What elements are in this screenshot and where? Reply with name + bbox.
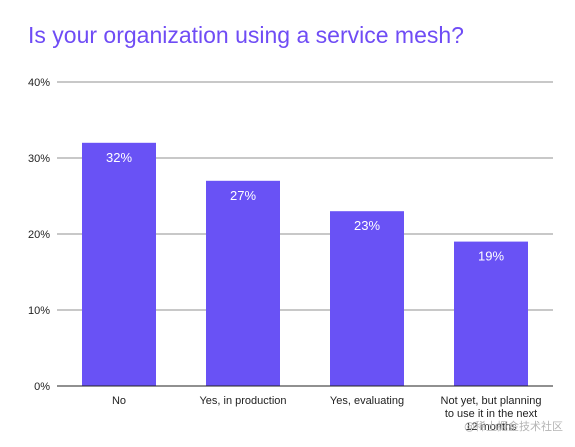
watermark: @稀土掘金技术社区 bbox=[464, 419, 563, 433]
bar bbox=[330, 211, 404, 386]
data-labels: 32% 27% 23% 19% bbox=[106, 150, 504, 264]
x-tick-label: Yes, in production bbox=[199, 395, 286, 407]
x-tick-label: to use it in the next bbox=[445, 408, 537, 420]
data-label: 19% bbox=[478, 249, 504, 264]
x-tick-label: 12 months bbox=[465, 421, 517, 433]
x-tick-label: Yes, evaluating bbox=[330, 395, 404, 407]
bars bbox=[82, 142, 528, 386]
x-axis: No Yes, in production Yes, evaluating Not y… bbox=[112, 395, 541, 433]
bar bbox=[82, 142, 156, 386]
data-label: 23% bbox=[354, 218, 380, 233]
chart-title: Is your organization using a service mes… bbox=[28, 22, 464, 48]
y-tick-label: 40% bbox=[28, 77, 50, 89]
bar bbox=[454, 241, 528, 386]
y-tick-label: 30% bbox=[28, 153, 50, 165]
x-tick-label: Not yet, but planning bbox=[441, 395, 542, 407]
data-label: 32% bbox=[106, 150, 132, 165]
data-label: 27% bbox=[230, 188, 256, 203]
y-tick-label: 0% bbox=[34, 381, 50, 393]
x-tick-label: No bbox=[112, 395, 126, 407]
y-tick-label: 20% bbox=[28, 229, 50, 241]
y-axis: 0% 10% 20% 30% 40% bbox=[28, 77, 50, 393]
y-tick-label: 10% bbox=[28, 305, 50, 317]
bar bbox=[206, 180, 280, 386]
